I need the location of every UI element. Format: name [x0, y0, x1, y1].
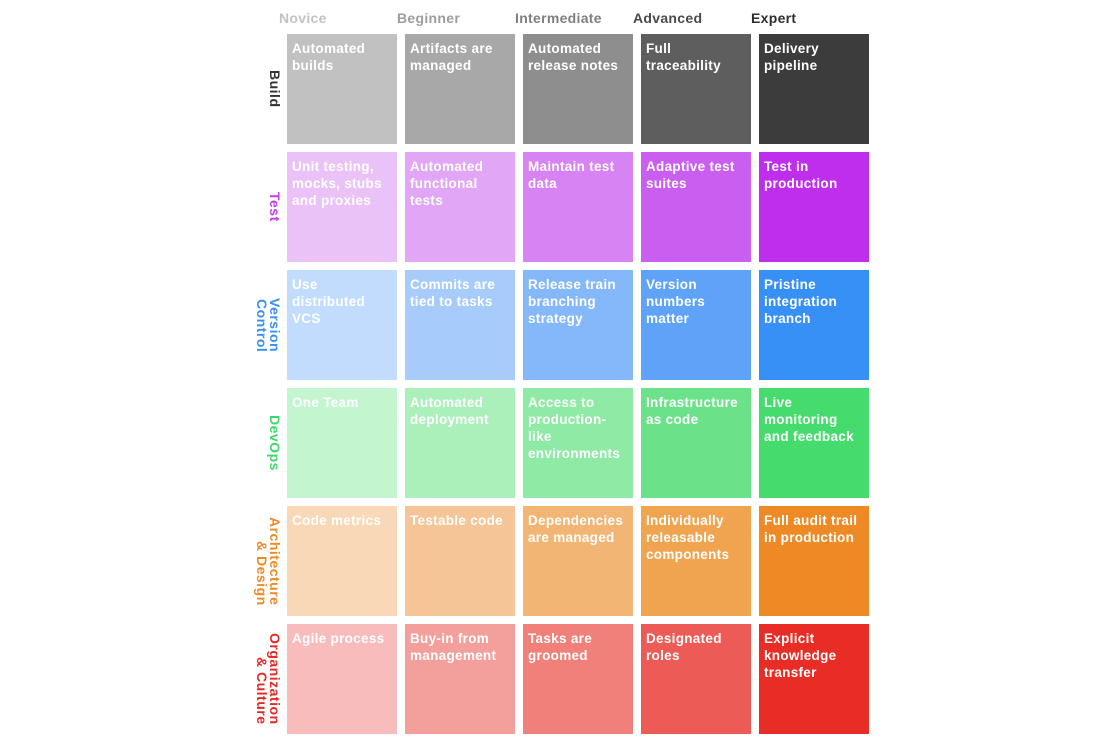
cell-version-control-novice: Use distributed VCS [287, 270, 397, 380]
row-label-text: Organization & Culture [254, 633, 283, 725]
cell-test-advanced: Adaptive test suites [641, 152, 751, 262]
row-label-text: Build [267, 70, 283, 108]
cell-test-novice: Unit testing, mocks, stubs and proxies [287, 152, 397, 262]
cell-organization-advanced: Designated roles [641, 624, 751, 734]
cell-organization-beginner: Buy-in from management [405, 624, 515, 734]
cell-build-intermediate: Automated release notes [523, 34, 633, 144]
column-header-advanced: Advanced [633, 10, 703, 26]
cell-architecture-novice: Code metrics [287, 506, 397, 616]
cell-devops-beginner: Automated deployment [405, 388, 515, 498]
row-label-version-control: Version Control [245, 270, 283, 380]
cell-build-expert: Delivery pipeline [759, 34, 869, 144]
column-header-beginner: Beginner [397, 10, 461, 26]
cell-build-advanced: Full traceability [641, 34, 751, 144]
row-label-test: Test [245, 152, 283, 262]
cell-version-control-advanced: Version numbers matter [641, 270, 751, 380]
cell-build-novice: Automated builds [287, 34, 397, 144]
cell-architecture-expert: Full audit trail in production [759, 506, 869, 616]
cell-devops-advanced: Infrastructure as code [641, 388, 751, 498]
cell-architecture-advanced: Individually releasable components [641, 506, 751, 616]
row-label-text: Version Control [254, 297, 283, 353]
cell-version-control-expert: Pristine integration branch [759, 270, 869, 380]
row-label-architecture-design: Architecture & Design [245, 506, 283, 616]
cell-devops-intermediate: Access to production-like environments [523, 388, 633, 498]
cell-test-beginner: Automated functional tests [405, 152, 515, 262]
column-header-novice: Novice [279, 10, 327, 26]
cell-organization-novice: Agile process [287, 624, 397, 734]
column-header-expert: Expert [751, 10, 797, 26]
cell-architecture-intermediate: Dependencies are managed [523, 506, 633, 616]
cell-organization-expert: Explicit knowledge transfer [759, 624, 869, 734]
cell-version-control-beginner: Commits are tied to tasks [405, 270, 515, 380]
row-label-text: Test [267, 192, 283, 222]
cell-version-control-intermediate: Release train branching strategy [523, 270, 633, 380]
column-header-intermediate: Intermediate [515, 10, 602, 26]
cell-devops-novice: One Team [287, 388, 397, 498]
cell-test-intermediate: Maintain test data [523, 152, 633, 262]
row-label-organization-culture: Organization & Culture [245, 624, 283, 734]
cell-architecture-beginner: Testable code [405, 506, 515, 616]
row-label-build: Build [245, 34, 283, 144]
cell-devops-expert: Live monitoring and feedback [759, 388, 869, 498]
row-label-devops: DevOps [245, 388, 283, 498]
cell-build-beginner: Artifacts are managed [405, 34, 515, 144]
row-label-text: Architecture & Design [254, 516, 283, 606]
cell-organization-intermediate: Tasks are groomed [523, 624, 633, 734]
row-label-text: DevOps [267, 415, 283, 471]
cell-test-expert: Test in production [759, 152, 869, 262]
